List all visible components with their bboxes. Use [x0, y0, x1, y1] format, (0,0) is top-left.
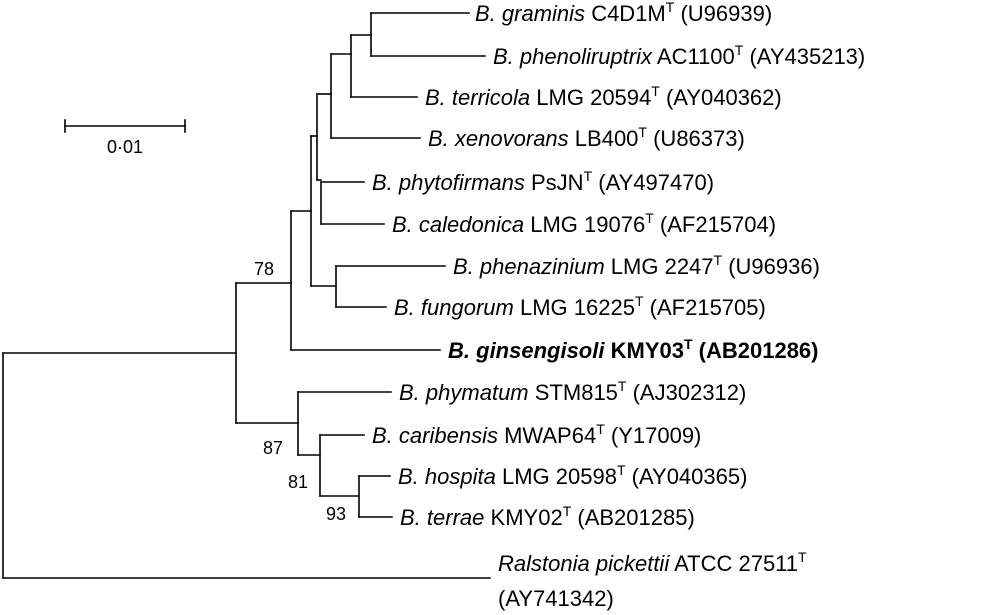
- bootstrap-78: 78: [254, 259, 274, 279]
- taxon-label: B. phymatum STM815T (AJ302312): [399, 378, 746, 405]
- taxon-labels: B. graminis C4D1MT (U96939) B. phenoliru…: [372, 0, 865, 611]
- taxon-label: B. phenoliruptrix AC1100T (AY435213): [493, 42, 865, 69]
- taxon-label: B. terrae KMY02T (AB201285): [400, 503, 695, 530]
- taxon-label: Ralstonia pickettii ATCC 27511T: [498, 549, 807, 576]
- taxon-label: B. graminis C4D1MT (U96939): [475, 0, 772, 26]
- taxon-label-accession: (AY741342): [498, 586, 614, 611]
- taxon-label-highlighted: B. ginsengisoli KMY03T (AB201286): [448, 336, 819, 363]
- tree-branches: [2, 12, 491, 579]
- bootstrap-81: 81: [288, 472, 308, 492]
- taxon-label: B. caledonica LMG 19076T (AF215704): [392, 210, 776, 237]
- taxon-label: B. terricola LMG 20594T (AY040362): [425, 83, 782, 110]
- taxon-label: B. xenovorans LB400T (U86373): [428, 124, 745, 151]
- taxon-label: B. fungorum LMG 16225T (AF215705): [394, 293, 766, 320]
- taxon-label: B. phytofirmans PsJNT (AY497470): [372, 168, 714, 195]
- taxon-label: B. phenazinium LMG 2247T (U96936): [453, 252, 820, 279]
- scale-bar: 0·01: [64, 119, 186, 157]
- bootstrap-values: 78 87 81 93: [254, 259, 346, 524]
- scale-bar-label: 0·01: [107, 137, 143, 157]
- bootstrap-93: 93: [326, 504, 346, 524]
- taxon-label: B. hospita LMG 20598T (AY040365): [398, 462, 747, 489]
- taxon-label: B. caribensis MWAP64T (Y17009): [372, 421, 701, 448]
- bootstrap-87: 87: [263, 438, 283, 458]
